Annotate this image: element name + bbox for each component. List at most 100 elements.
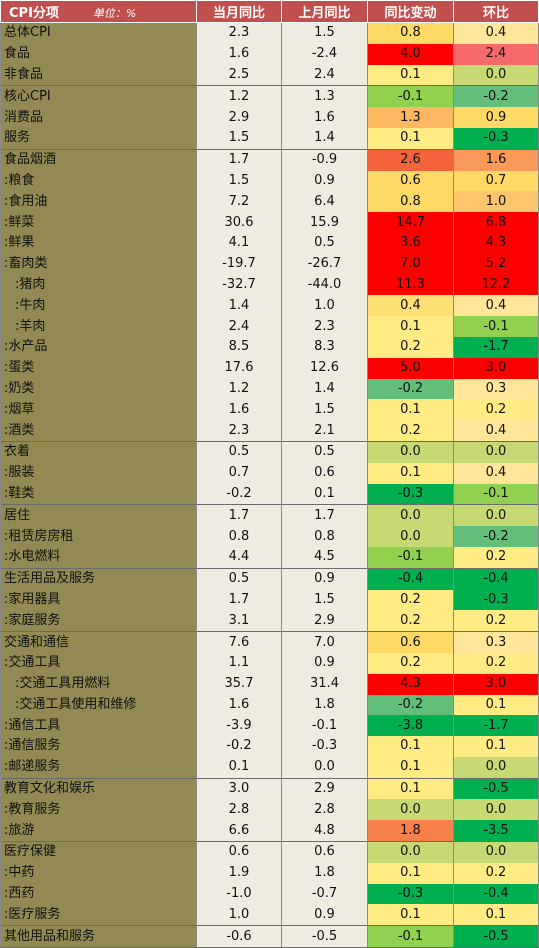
row-prev-yoy: 0.5 [281, 232, 368, 254]
table-row: :旅游 6.6 4.8 1.8 -3.5 [0, 820, 539, 842]
table-body: 总体CPI 2.3 1.5 0.8 0.4 食品 1.6 -2.4 4.0 2.4 非食品 2.5 2.… [0, 21, 539, 948]
row-label: :交通工具 [0, 652, 197, 674]
row-yoy-change: -0.3 [367, 483, 454, 505]
table-row: :水产品 8.5 8.3 0.2 -1.7 [0, 336, 539, 358]
table-row: :西药 -1.0 -0.7 -0.3 -0.4 [0, 883, 539, 905]
row-prev-yoy: 1.6 [281, 107, 368, 128]
row-label: :旅游 [0, 820, 197, 842]
row-label: 非食品 [0, 64, 197, 86]
table-row: 其他用品和服务 -0.6 -0.5 -0.1 -0.5 [0, 925, 539, 948]
header-unit: 单位：% [92, 7, 137, 20]
row-label: :畜肉类 [0, 253, 197, 275]
table-row: :水电燃料 4.4 4.5 -0.1 0.2 [0, 546, 539, 569]
table-row: 医疗保健 0.6 0.6 0.0 0.0 [0, 841, 539, 863]
row-mom: -0.1 [453, 483, 539, 505]
row-yoy-change: -0.1 [367, 546, 454, 569]
row-mom: 0.0 [453, 64, 539, 86]
row-label: 食品烟酒 [0, 148, 197, 171]
row-yoy-change: 0.2 [367, 652, 454, 674]
row-yoy: 6.6 [196, 820, 282, 842]
row-yoy-change: 7.0 [367, 253, 454, 275]
row-label: :食用油 [0, 191, 197, 213]
row-prev-yoy: 2.9 [281, 777, 368, 800]
row-yoy-change: 4.3 [367, 673, 454, 695]
row-prev-yoy: 1.4 [281, 378, 368, 400]
row-yoy: 1.4 [196, 295, 282, 317]
row-yoy: 17.6 [196, 357, 282, 379]
row-yoy: 3.0 [196, 777, 282, 800]
table-row: 衣着 0.5 0.5 0.0 0.0 [0, 440, 539, 463]
row-prev-yoy: 2.1 [281, 420, 368, 442]
row-mom: 3.0 [453, 357, 539, 379]
row-yoy-change: 0.4 [367, 295, 454, 317]
row-mom: 0.2 [453, 862, 539, 884]
row-prev-yoy: 0.5 [281, 440, 368, 463]
row-yoy: 2.8 [196, 799, 282, 821]
row-mom: 1.0 [453, 191, 539, 213]
row-yoy-change: 2.6 [367, 148, 454, 171]
row-prev-yoy: -0.7 [281, 883, 368, 905]
row-yoy-change: 11.3 [367, 274, 454, 296]
row-prev-yoy: 4.5 [281, 546, 368, 569]
row-mom: 4.3 [453, 232, 539, 254]
row-yoy-change: 0.2 [367, 336, 454, 358]
row-yoy: 4.4 [196, 546, 282, 569]
row-label: :蛋类 [0, 357, 197, 379]
row-prev-yoy: 0.6 [281, 841, 368, 863]
row-mom: 5.2 [453, 253, 539, 275]
row-mom: -3.5 [453, 820, 539, 842]
row-yoy: 7.6 [196, 631, 282, 653]
table-row: :烟草 1.6 1.5 0.1 0.2 [0, 399, 539, 421]
row-yoy: 1.5 [196, 170, 282, 192]
table-row: :交通工具使用和维修 1.6 1.8 -0.2 0.1 [0, 694, 539, 716]
table-row: :食用油 7.2 6.4 0.8 1.0 [0, 191, 539, 213]
row-prev-yoy: 2.4 [281, 64, 368, 86]
row-mom: 0.4 [453, 420, 539, 442]
row-label: :家庭服务 [0, 610, 197, 632]
row-yoy-change: 0.2 [367, 610, 454, 632]
row-mom: 0.0 [453, 440, 539, 463]
table-row: :畜肉类 -19.7 -26.7 7.0 5.2 [0, 253, 539, 275]
row-yoy: 4.1 [196, 232, 282, 254]
row-label: :家用器具 [0, 589, 197, 611]
row-prev-yoy: 1.5 [281, 589, 368, 611]
row-label: :烟草 [0, 399, 197, 421]
row-mom: 0.0 [453, 756, 539, 779]
row-yoy: -3.9 [196, 715, 282, 737]
row-mom: 0.3 [453, 378, 539, 400]
row-label: :租赁房房租 [0, 526, 197, 547]
row-prev-yoy: 0.1 [281, 483, 368, 505]
table-row: 服务 1.5 1.4 0.1 -0.3 [0, 127, 539, 150]
row-mom: -0.4 [453, 567, 539, 590]
row-yoy-change: 14.7 [367, 212, 454, 233]
row-label: 消费品 [0, 107, 197, 128]
row-yoy: 1.6 [196, 43, 282, 65]
row-mom: 0.1 [453, 694, 539, 716]
row-label: 服务 [0, 127, 197, 150]
row-mom: 0.4 [453, 462, 539, 484]
header-item: CPI分项 单位：% [0, 0, 197, 23]
row-yoy: 2.3 [196, 21, 282, 44]
row-mom: 12.2 [453, 274, 539, 296]
table-row: :鞋类 -0.2 0.1 -0.3 -0.1 [0, 483, 539, 505]
row-yoy-change: 0.6 [367, 631, 454, 653]
table-row: :邮递服务 0.1 0.0 0.1 0.0 [0, 756, 539, 779]
table-row: :通信工具 -3.9 -0.1 -3.8 -1.7 [0, 715, 539, 737]
row-prev-yoy: 0.9 [281, 904, 368, 926]
row-prev-yoy: -26.7 [281, 253, 368, 275]
row-yoy: 0.5 [196, 567, 282, 590]
row-label: :水产品 [0, 336, 197, 358]
row-label: 生活用品及服务 [0, 567, 197, 590]
row-label: 衣着 [0, 440, 197, 463]
table-row: 总体CPI 2.3 1.5 0.8 0.4 [0, 21, 539, 44]
row-mom: 1.6 [453, 148, 539, 171]
row-label: 食品 [0, 43, 197, 65]
row-yoy-change: 0.1 [367, 862, 454, 884]
row-yoy-change: 0.1 [367, 462, 454, 484]
row-label: :通信服务 [0, 736, 197, 757]
row-yoy-change: -0.2 [367, 694, 454, 716]
row-yoy-change: -0.1 [367, 925, 454, 948]
row-prev-yoy: -0.5 [281, 925, 368, 948]
row-yoy-change: 0.0 [367, 799, 454, 821]
